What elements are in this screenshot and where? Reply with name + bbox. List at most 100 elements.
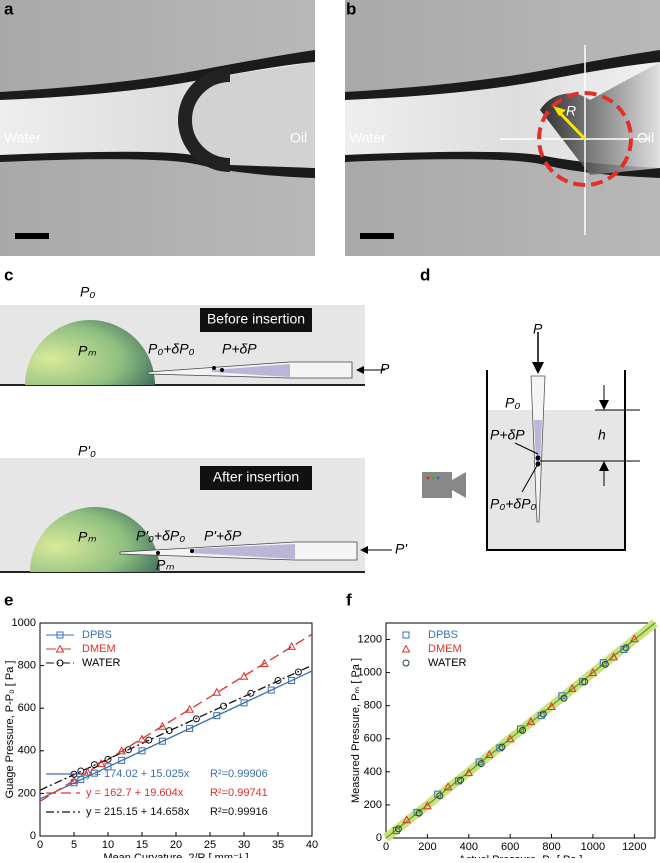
x-tick-label: 30 (238, 839, 250, 851)
panel-label: b (346, 0, 356, 18)
panel-label: d (420, 265, 430, 284)
marker (96, 759, 106, 768)
r-squared: R²=0.99906 (210, 768, 268, 780)
marker (158, 737, 166, 745)
marker (220, 702, 228, 710)
y-tick-label: 1000 (12, 617, 36, 629)
x-tick-label: 800 (542, 841, 560, 853)
legend-label: DMEM (82, 643, 116, 655)
marker (526, 716, 536, 725)
x-tick-label: 25 (204, 839, 216, 851)
y-axis-label: Guage Pressure, P-P₀ [ Pa ] (4, 661, 16, 799)
pressure-label: P'+δP (204, 528, 242, 544)
marker (104, 755, 112, 763)
micrograph-b (345, 0, 660, 256)
legend-label: DPBS (428, 629, 458, 641)
marker (629, 634, 639, 643)
marker (560, 694, 568, 702)
legend-label: WATER (82, 657, 121, 669)
marker (117, 746, 126, 755)
equation: y = 215.15 + 14.658x (86, 806, 190, 818)
plot-frame (385, 622, 656, 839)
x-tick-label: 1000 (581, 841, 605, 853)
marker (547, 701, 556, 711)
marker (436, 792, 444, 800)
marker (90, 761, 98, 769)
marker (609, 652, 618, 661)
diagram-c (0, 305, 392, 573)
y-tick-label: 400 (18, 745, 36, 757)
marker (498, 743, 506, 751)
diagram-d (422, 332, 640, 551)
marker (274, 677, 282, 685)
y-tick-label: 600 (18, 702, 36, 714)
marker (137, 734, 147, 743)
plot-frame (39, 622, 313, 837)
panel-label: e (4, 590, 13, 609)
marker (185, 704, 194, 713)
marker (517, 725, 524, 733)
state-label: Before insertion (207, 311, 305, 327)
pressure-label: P₀+δP₀ (148, 341, 195, 357)
marker (402, 815, 412, 824)
height-label: h (598, 427, 606, 443)
marker (539, 710, 547, 718)
marker (138, 747, 146, 755)
marker (83, 767, 92, 776)
marker (69, 776, 79, 785)
marker (192, 715, 200, 723)
marker (124, 746, 132, 754)
marker (601, 660, 609, 668)
micrograph-a (0, 0, 315, 256)
r-squared: R²=0.99741 (210, 787, 268, 799)
marker (394, 825, 402, 833)
marker (247, 689, 255, 697)
x-tick-label: 40 (306, 839, 318, 851)
legend-label: DPBS (82, 629, 112, 641)
x-tick-label: 10 (102, 839, 114, 851)
marker (475, 758, 483, 766)
marker (392, 827, 400, 835)
fluid-label: Water (4, 130, 41, 146)
y-tick-label: 400 (364, 766, 382, 778)
y-tick-label: 800 (18, 660, 36, 672)
marker (294, 668, 302, 676)
marker (402, 631, 410, 639)
marker (240, 699, 248, 707)
marker (567, 683, 577, 692)
marker (622, 644, 630, 652)
pressure-label: P₀+δP₀ (490, 496, 537, 512)
pressure-label: P'₀+δP₀ (136, 528, 185, 544)
marker (423, 801, 432, 810)
fluid-label: Water (349, 130, 386, 146)
marker (56, 631, 64, 639)
panel-label: f (346, 590, 352, 609)
marker (485, 749, 494, 758)
marker (537, 712, 545, 720)
legend-label: WATER (428, 657, 467, 669)
marker (505, 734, 515, 743)
marker (260, 658, 269, 667)
marker (581, 678, 589, 686)
marker (239, 671, 249, 680)
pressure-label: P+δP (490, 427, 525, 443)
x-axis-label: Mean Curvature, 2/R [ mm⁻¹ ] (103, 852, 248, 858)
equation: y = 162.7 + 19.604x (86, 787, 184, 799)
marker (620, 645, 628, 653)
marker (165, 727, 173, 735)
radius-label: R (566, 103, 576, 119)
pressure-label: P+δP (222, 341, 257, 357)
marker (158, 721, 167, 730)
fit-line (39, 670, 313, 800)
y-tick-label: 1000 (358, 667, 382, 679)
marker (77, 767, 85, 775)
pressure-label: Pₘ (78, 529, 96, 545)
marker (77, 776, 85, 784)
marker (287, 641, 296, 650)
marker (212, 687, 222, 696)
marker (267, 686, 275, 694)
x-tick-label: 15 (136, 839, 148, 851)
marker (118, 756, 126, 764)
x-tick-label: 0 (383, 841, 389, 853)
marker (477, 760, 485, 768)
